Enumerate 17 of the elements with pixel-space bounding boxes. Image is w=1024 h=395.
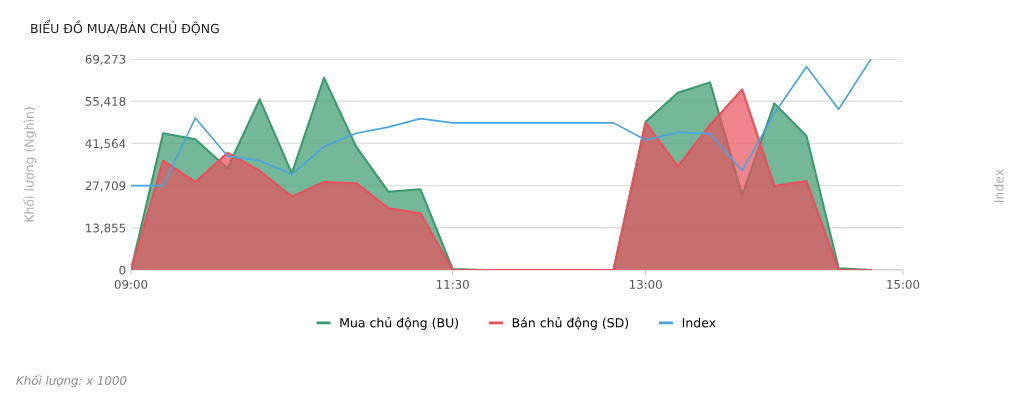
x-tick-label: 09:00 xyxy=(114,279,148,289)
y-tick-label: 13,855 xyxy=(86,223,126,234)
y-tick-label: 69,273 xyxy=(85,54,126,65)
legend-label: Mua chủ động (BU) xyxy=(340,317,459,330)
y-tick-label: 55,418 xyxy=(85,96,126,108)
y-axis-title: Khối lượng (Nghìn) xyxy=(23,107,37,222)
y-tick-label: 0 xyxy=(119,265,126,275)
legend-label: Bán chủ động (SD) xyxy=(512,317,629,330)
x-tick-label: 13:00 xyxy=(629,279,662,289)
x-tick-label: 11:30 xyxy=(436,279,469,289)
text: Index xyxy=(993,169,1004,202)
chart-title: BIỂU ĐỒ MUA/BÁN CHỦ ĐỘNG xyxy=(31,20,219,36)
x-tick-label: 15:00 xyxy=(887,279,920,289)
y-tick-label: 27,709 xyxy=(85,181,126,192)
text: Khối lượng: x 1000 xyxy=(16,374,127,388)
y-tick-label: 41,564 xyxy=(85,139,126,150)
legend-label: Index xyxy=(682,317,716,328)
